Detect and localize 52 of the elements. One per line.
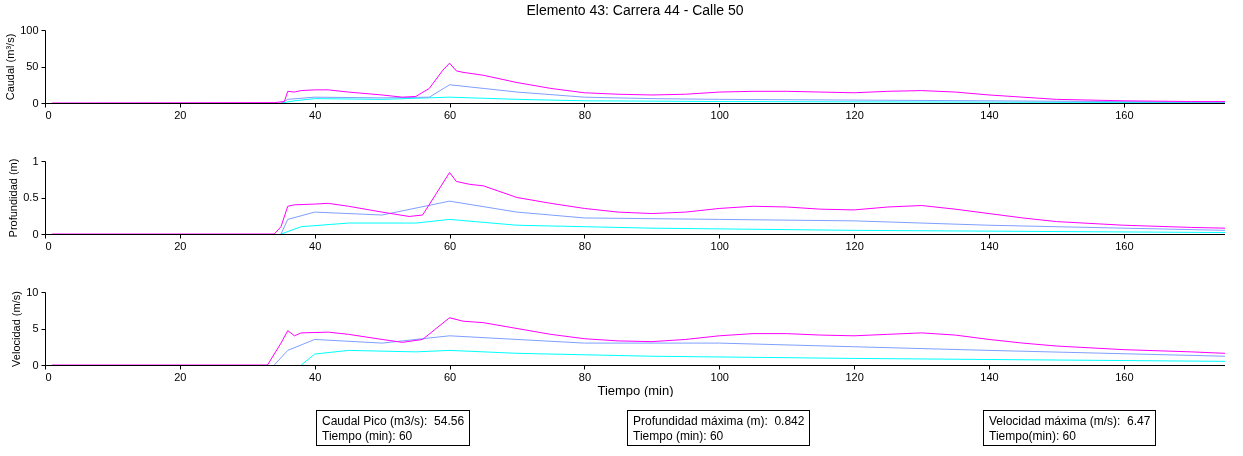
line-series — [280, 200, 1225, 234]
line-series — [280, 84, 1225, 103]
line-series — [273, 335, 1225, 365]
text: Profundidad máxima (m): 0.842 Tiempo (min): 60 — [627, 410, 811, 446]
y-axis-title: Caudal (m³/s) — [4, 33, 17, 101]
y-axis-title: Profundidad (m) — [7, 158, 20, 238]
x-tick-label: 160 — [1115, 239, 1134, 252]
x-tick-label: 80 — [578, 108, 592, 121]
x-tick-label: 20 — [174, 239, 187, 252]
x-tick-label: 0 — [45, 370, 52, 383]
line-series — [51, 62, 1225, 103]
x-tick-label: 100 — [710, 239, 729, 252]
y-tick-label: 100 — [20, 23, 39, 36]
text: Velocidad máxima (m/s): 6.47 Tiempo(min): 60 — [983, 410, 1157, 446]
chart-title: Elemento 43: Carrera 44 - Calle 50 — [526, 2, 744, 18]
x-axis-title: Tiempo (min) — [597, 382, 674, 398]
x-tick-label: 140 — [980, 370, 999, 383]
y-tick-label: 5 — [32, 322, 39, 334]
x-tick-label: 60 — [443, 239, 457, 252]
x-tick-label: 120 — [845, 108, 864, 121]
x-tick-label: 60 — [443, 370, 457, 383]
x-tick-label: 140 — [980, 239, 999, 252]
y-tick-label: 0 — [32, 96, 39, 109]
y-tick-label: 50 — [26, 60, 39, 72]
x-tick-label: 60 — [443, 108, 457, 121]
y-tick-label: 1 — [32, 154, 39, 167]
x-tick-label: 100 — [710, 108, 729, 121]
x-tick-label: 80 — [578, 239, 592, 252]
y-tick-label: 0 — [32, 227, 39, 240]
y-tick-label: 0 — [32, 358, 39, 371]
line-series — [300, 349, 1225, 365]
x-tick-label: 120 — [845, 370, 864, 383]
x-tick-label: 160 — [1115, 108, 1134, 121]
x-tick-label: 100 — [710, 370, 729, 383]
x-tick-label: 140 — [980, 108, 999, 121]
x-tick-label: 0 — [45, 239, 52, 252]
y-tick-label: 0.5 — [23, 191, 39, 203]
line-series — [51, 172, 1225, 234]
y-tick-label: 10 — [26, 285, 39, 298]
x-tick-label: 40 — [309, 370, 322, 383]
line-series — [51, 317, 1225, 365]
x-tick-label: 80 — [578, 370, 592, 383]
y-axis-title: Velocidad (m/s) — [10, 291, 23, 367]
x-tick-label: 20 — [174, 108, 187, 121]
x-tick-label: 160 — [1115, 370, 1134, 383]
x-tick-label: 20 — [174, 370, 187, 383]
x-tick-label: 40 — [309, 108, 322, 121]
line-series — [280, 218, 1225, 234]
x-tick-label: 0 — [45, 108, 52, 121]
x-tick-label: 120 — [845, 239, 864, 252]
x-tick-label: 40 — [309, 239, 322, 252]
text: Caudal Pico (m3/s): 54.56 Tiempo (min): 60 — [316, 410, 471, 446]
